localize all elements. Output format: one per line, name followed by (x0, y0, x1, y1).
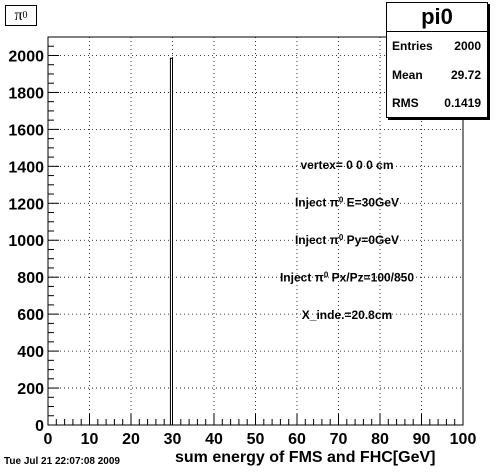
x-axis-label: sum energy of FMS and FHC[GeV] (175, 449, 436, 466)
x-tick-label: 20 (122, 431, 140, 448)
annotation-text: Inject π0 Px/Pz=100/850 (280, 270, 414, 285)
y-tick-label: 1800 (8, 85, 44, 102)
x-tick-label: 40 (205, 431, 223, 448)
x-tick-label: 90 (413, 431, 431, 448)
annotation-text: vertex= 0 0 0 cm (300, 158, 393, 172)
stats-label: RMS (392, 96, 419, 111)
y-tick-label: 2000 (8, 48, 44, 65)
stats-value: 29.72 (450, 67, 481, 82)
x-tick-label: 80 (371, 431, 389, 448)
x-tick-label: 100 (450, 431, 477, 448)
stats-value: 0.1419 (444, 96, 481, 111)
histogram-title-sup: 0 (22, 10, 28, 21)
stats-label: Mean (392, 67, 423, 82)
x-tick-label: 30 (164, 431, 182, 448)
y-tick-label: 1600 (8, 122, 44, 139)
y-tick-label: 800 (17, 270, 44, 287)
y-tick-label: 0 (35, 418, 44, 435)
stats-label: Entries (392, 39, 433, 54)
annotation-text: Inject π0 E=30GeV (295, 195, 399, 210)
y-tick-label: 1200 (8, 196, 44, 213)
y-tick-label: 200 (17, 381, 44, 398)
x-tick-label: 10 (81, 431, 99, 448)
histogram-bin (169, 57, 174, 426)
stats-name: pi0 (387, 3, 487, 32)
y-tick-label: 1400 (8, 159, 44, 176)
x-tick-label: 0 (44, 431, 53, 448)
x-tick-label: 60 (288, 431, 306, 448)
y-tick-label: 600 (17, 307, 44, 324)
stats-row-mean: Mean 29.72 (387, 61, 487, 90)
x-tick-label: 70 (330, 431, 348, 448)
stats-box: pi0 Entries 2000 Mean 29.72 RMS 0.1419 (386, 2, 488, 118)
stats-row-rms: RMS 0.1419 (387, 89, 487, 118)
y-tick-label: 1000 (8, 233, 44, 250)
x-tick-label: 50 (247, 431, 265, 448)
y-tick-label: 400 (17, 344, 44, 361)
stats-row-entries: Entries 2000 (387, 32, 487, 61)
annotation-text: X_inde.=20.8cm (302, 308, 392, 322)
histogram-title-base: π (14, 6, 23, 24)
timestamp: Tue Jul 21 22:07:08 2009 (4, 456, 120, 467)
stats-value: 2000 (454, 39, 481, 54)
annotation-text: Inject π0 Py=0GeV (295, 233, 399, 248)
